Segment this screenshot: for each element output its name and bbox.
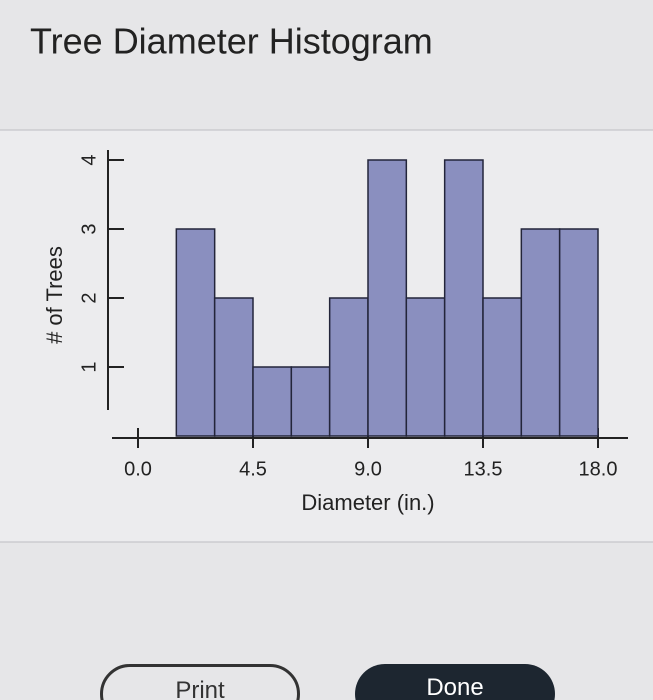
- x-tick-label: 13.5: [464, 458, 503, 480]
- bar: [367, 159, 408, 437]
- bar: [520, 228, 561, 437]
- bar: [405, 297, 446, 437]
- print-button[interactable]: Print: [100, 664, 300, 700]
- x-tick-label: 18.0: [579, 458, 618, 480]
- bar: [213, 297, 254, 437]
- x-tick-label: 0.0: [124, 458, 152, 480]
- bar: [443, 159, 484, 437]
- chart-title: Tree Diameter Histogram: [30, 21, 433, 62]
- x-axis-label: Diameter (in.): [301, 490, 434, 515]
- bar: [290, 366, 331, 437]
- y-tick-label: 3: [78, 223, 100, 234]
- y-axis-label: # of Trees: [42, 246, 67, 344]
- bar: [558, 228, 599, 437]
- y-tick-label: 2: [78, 292, 100, 303]
- bar: [482, 297, 523, 437]
- x-tick-label: 9.0: [354, 458, 382, 480]
- y-tick-label: 4: [78, 154, 100, 165]
- done-button[interactable]: Done: [355, 664, 555, 700]
- bar: [328, 297, 369, 437]
- bar: [252, 366, 293, 437]
- x-tick-label: 4.5: [239, 458, 267, 480]
- y-tick-label: 1: [78, 361, 100, 372]
- bar: [175, 228, 216, 437]
